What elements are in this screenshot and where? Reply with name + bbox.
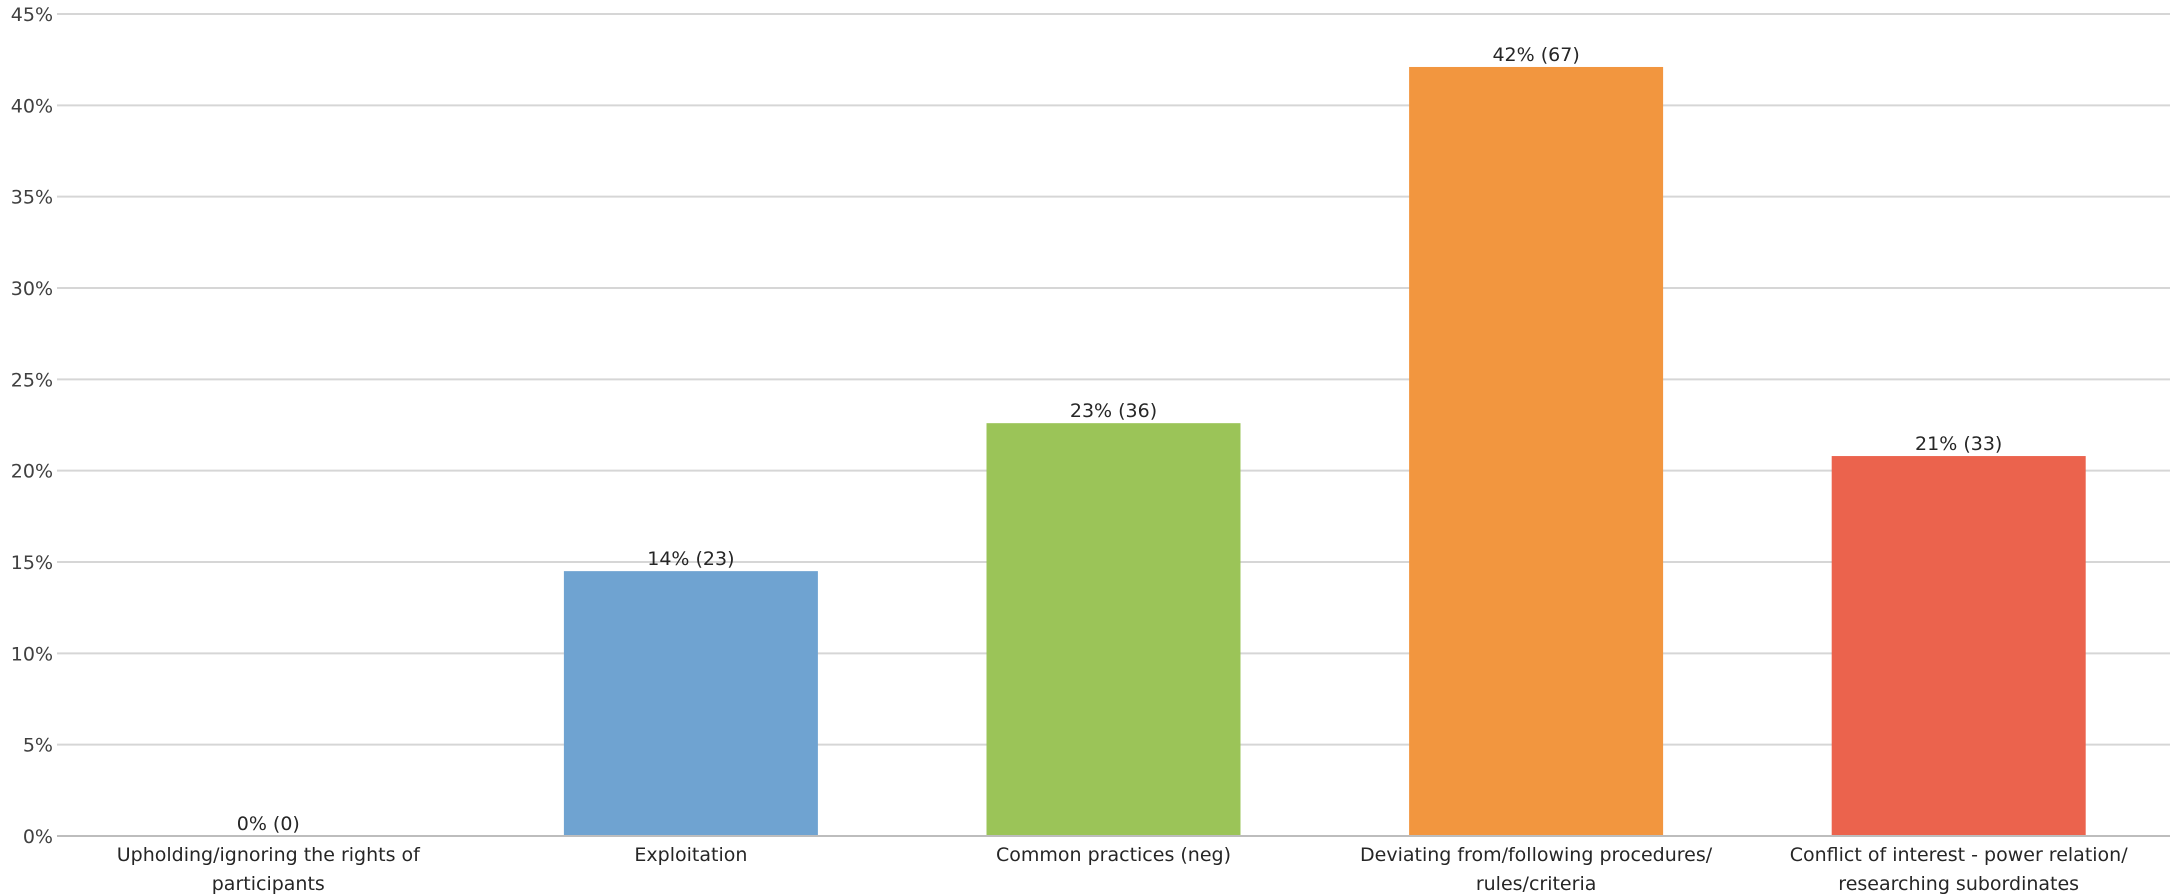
- y-axis-tick-labels: 0% 5% 10% 15% 20% 25% 30% 35% 40% 45%: [11, 4, 53, 848]
- y-tick-label: 45%: [11, 4, 53, 26]
- y-tick-label: 0%: [23, 826, 53, 848]
- data-labels: 0% (0) 14% (23) 23% (36) 42% (67) 21% (33): [237, 44, 2003, 835]
- bar: [1409, 66, 1664, 837]
- y-tick-label: 25%: [11, 369, 53, 391]
- y-tick-label: 15%: [11, 552, 53, 574]
- y-tick-label: 40%: [11, 95, 53, 117]
- data-label: 42% (67): [1492, 44, 1579, 66]
- bar: [986, 423, 1241, 836]
- x-axis-category-labels: Upholding/ignoring the rights of particip…: [117, 844, 2128, 895]
- x-category-label: participants: [212, 873, 325, 895]
- y-tick-label: 10%: [11, 643, 53, 665]
- x-category-label: Deviating from/following procedures/: [1360, 844, 1713, 866]
- bars: [563, 66, 2086, 837]
- bar: [563, 571, 818, 836]
- data-label: 21% (33): [1915, 433, 2002, 455]
- x-category-label: rules/criteria: [1476, 873, 1597, 895]
- y-tick-label: 35%: [11, 187, 53, 209]
- y-tick-label: 30%: [11, 278, 53, 300]
- x-category-label: researching subordinates: [1838, 873, 2079, 895]
- bar: [1831, 456, 2086, 836]
- y-tick-label: 20%: [11, 461, 53, 483]
- gridlines: [57, 13, 2170, 746]
- y-tick-label: 5%: [23, 735, 53, 757]
- data-label: 0% (0): [237, 813, 300, 835]
- x-category-label: Common practices (neg): [996, 844, 1231, 866]
- x-category-label: Upholding/ignoring the rights of: [117, 844, 421, 866]
- data-label: 14% (23): [647, 548, 734, 570]
- x-category-label: Conflict of interest - power relation/: [1790, 844, 2128, 866]
- data-label: 23% (36): [1070, 400, 1157, 422]
- x-category-label: Exploitation: [634, 844, 747, 866]
